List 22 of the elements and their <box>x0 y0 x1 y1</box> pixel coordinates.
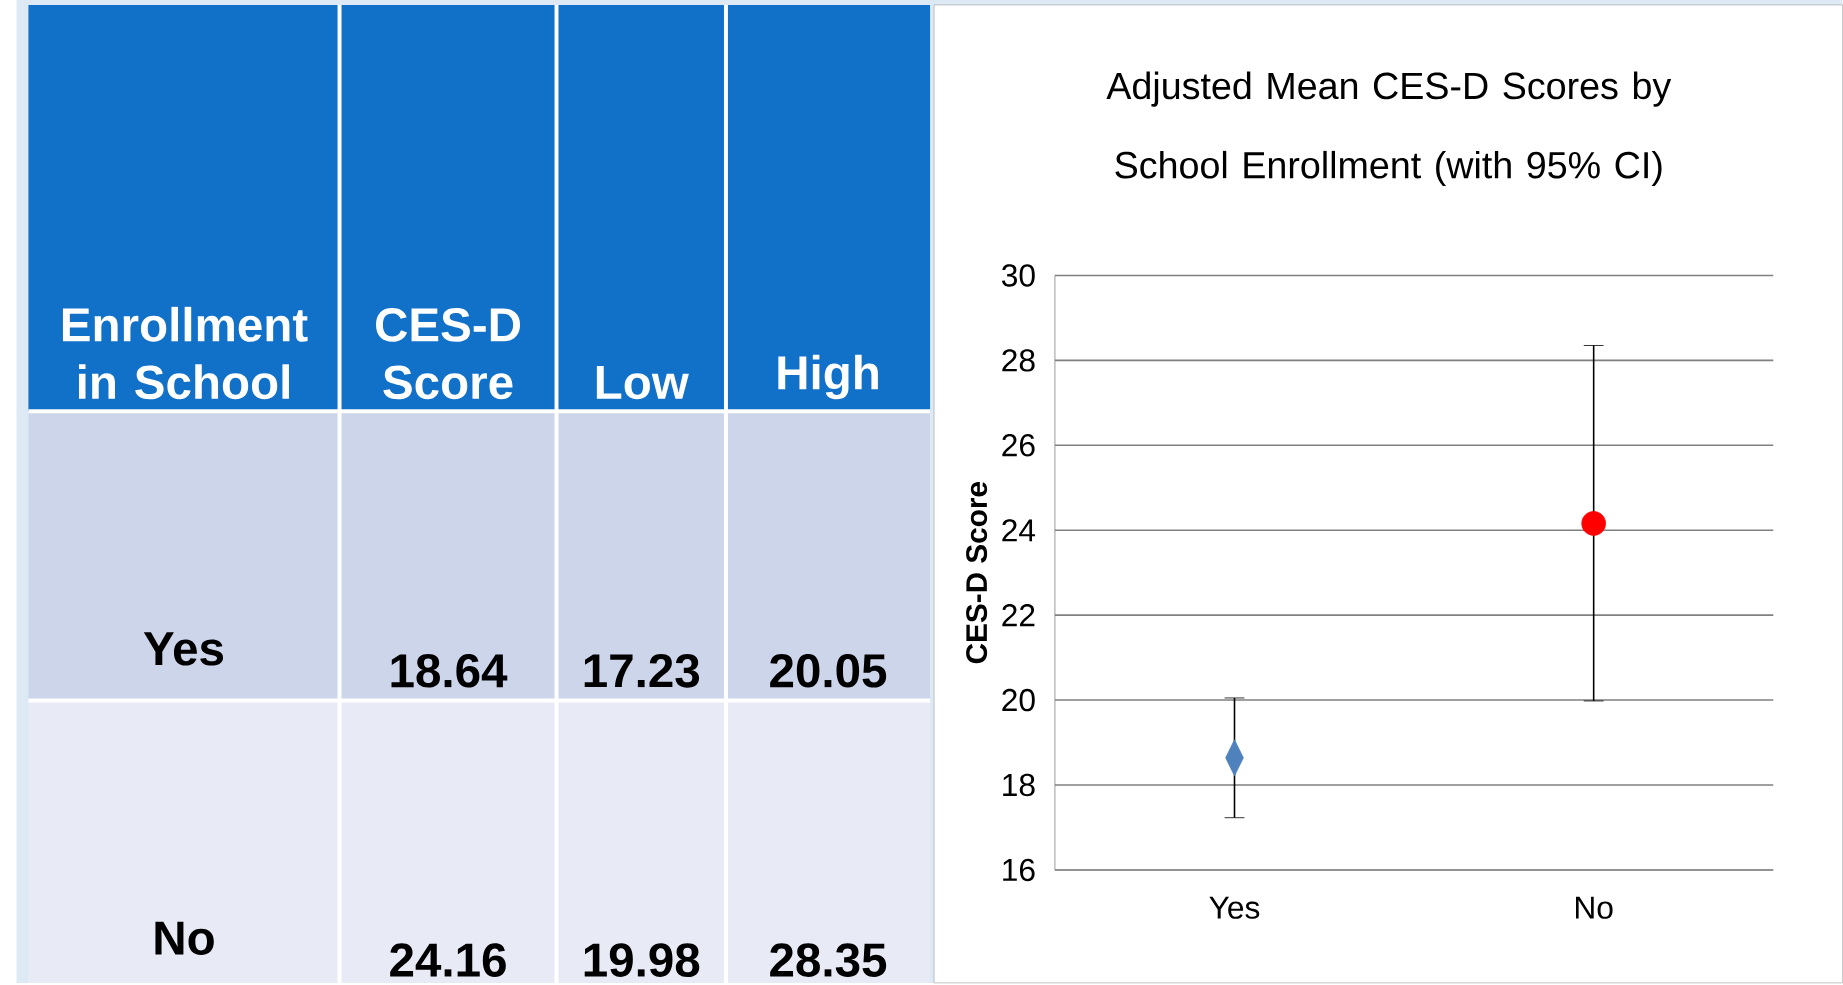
y-tick-label: 24 <box>1002 519 1036 542</box>
text: 20.05 <box>770 654 887 688</box>
text: 18.64 <box>391 654 508 688</box>
text: 17.23 <box>584 653 700 688</box>
text: High <box>778 354 878 400</box>
text: 24.16 <box>390 943 506 977</box>
y-axis-title: CES-D Score <box>966 482 988 664</box>
text: 28.35 <box>770 943 887 978</box>
category-label: No <box>155 921 214 955</box>
y-tick-label: 16 <box>1003 858 1035 882</box>
chart-title: Adjusted Mean CES-D Scores by School Enrollment (with 95% CI) <box>1106 71 1672 187</box>
y-tick-label: 20 <box>1002 688 1035 712</box>
y-tick-label: 30 <box>1001 264 1035 287</box>
y-tick-label: 26 <box>1002 434 1035 457</box>
y-tick-label: 22 <box>1002 604 1035 627</box>
text: Low <box>596 366 689 400</box>
text: 19.98 <box>584 943 700 977</box>
category-label: Yes <box>143 632 224 666</box>
y-tick-label: 28 <box>1002 349 1035 372</box>
text: CES-D Score <box>376 308 521 400</box>
y-tick-label: 18 <box>1003 773 1035 797</box>
text: Enrollment in School <box>62 306 308 400</box>
